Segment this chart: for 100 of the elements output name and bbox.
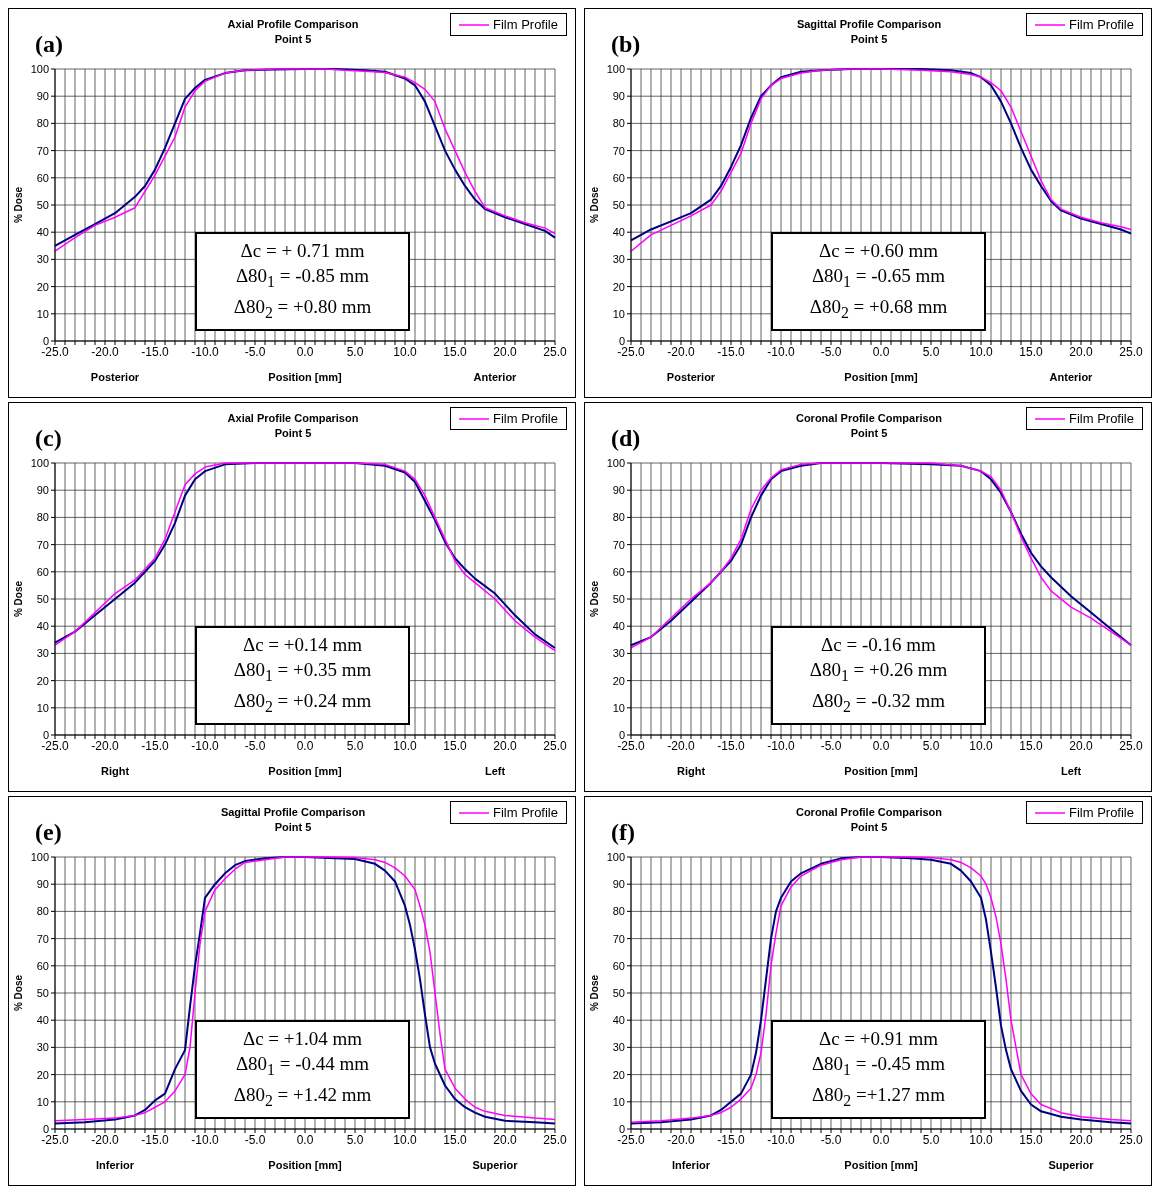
x-tick-label: -5.0 xyxy=(820,344,842,359)
y-tick-label: 100 xyxy=(606,850,625,863)
y-tick-label: 90 xyxy=(612,484,625,497)
x-tick-label: 10.0 xyxy=(393,738,417,753)
x-tick-label: -25.0 xyxy=(41,738,69,753)
x-tick-label: -20.0 xyxy=(667,1132,695,1147)
y-tick-label: 0 xyxy=(618,728,625,741)
x-tick-label: -10.0 xyxy=(191,344,219,359)
y-tick-label: 0 xyxy=(42,334,49,347)
x-tick-label: -10.0 xyxy=(767,738,795,753)
legend-label: Film Profile xyxy=(1068,411,1134,426)
x-tick-label: -5.0 xyxy=(244,344,266,359)
annotation: Δ80$_{2}$ = +0.24 mm xyxy=(232,689,373,717)
y-tick-label: 70 xyxy=(36,144,49,157)
x-tick-label: 15.0 xyxy=(1019,344,1043,359)
legend-label: Film Profile xyxy=(1068,805,1134,820)
y-tick-label: 10 xyxy=(36,307,49,320)
x-tick-label: -25.0 xyxy=(41,1132,69,1147)
y-tick-label: 20 xyxy=(612,280,625,293)
chart-subtitle: Point 5 xyxy=(274,33,312,45)
x-tick-label: -20.0 xyxy=(91,344,119,359)
x-tick-label: -25.0 xyxy=(41,344,69,359)
text-box: Δc = +0.60 mm Δ80$_{1}$ = -0.65 mm Δ80$_{2}$ = +0.68 mm xyxy=(771,232,986,331)
y-tick-label: 40 xyxy=(612,1014,625,1027)
y-tick-label: 70 xyxy=(36,538,49,551)
x-tick-label: 25.0 xyxy=(543,1132,567,1147)
x-tick-label: -20.0 xyxy=(667,344,695,359)
x-tick-label: 15.0 xyxy=(443,1132,467,1147)
y-tick-label: 60 xyxy=(36,565,49,578)
x-tick-label: 10.0 xyxy=(969,344,993,359)
y-tick-label: 0 xyxy=(618,1122,625,1135)
y-tick-label: 60 xyxy=(36,959,49,972)
x-tick-label: 15.0 xyxy=(443,738,467,753)
y-tick-label: 60 xyxy=(612,959,625,972)
text-box: Δc = -0.16 mm Δ80$_{1}$ = +0.26 mm Δ80$_{2}$ = -0.32 mm xyxy=(771,626,986,725)
annotation: Δc = -0.16 mm xyxy=(820,633,937,658)
text: Posterior xyxy=(665,371,717,383)
y-tick-label: 40 xyxy=(612,226,625,239)
text: Inferior xyxy=(95,1159,135,1171)
annotation: Δc = +0.14 mm xyxy=(241,633,364,658)
annotation: Δc = + 0.71 mm xyxy=(239,239,366,264)
x-tick-label: -10.0 xyxy=(191,1132,219,1147)
x-tick-label: 10.0 xyxy=(393,1132,417,1147)
y-tick-label: 40 xyxy=(36,226,49,239)
x-tick-label: -15.0 xyxy=(141,738,169,753)
annotation: Δ80$_{1}$ = -0.85 mm xyxy=(234,264,371,292)
x-tick-label: -25.0 xyxy=(617,738,645,753)
x-tick-label: 5.0 xyxy=(346,738,364,753)
x-tick-label: 0.0 xyxy=(296,1132,314,1147)
y-tick-label: 50 xyxy=(612,198,625,211)
x-tick-label: -5.0 xyxy=(820,738,842,753)
x-tick-label: -5.0 xyxy=(244,1132,266,1147)
y-tick-label: 30 xyxy=(36,253,49,266)
text: Right xyxy=(99,765,131,777)
y-tick-label: 90 xyxy=(612,90,625,103)
text: (e) xyxy=(35,819,62,846)
x-tick-label: 5.0 xyxy=(922,1132,940,1147)
y-axis-title: % Dose xyxy=(588,580,600,618)
text: Right xyxy=(675,765,707,777)
text: Inferior xyxy=(671,1159,711,1171)
x-tick-label: -5.0 xyxy=(244,738,266,753)
y-tick-label: 30 xyxy=(612,1041,625,1054)
y-tick-label: 40 xyxy=(612,620,625,633)
y-tick-label: 10 xyxy=(612,1095,625,1108)
text: (c) xyxy=(35,425,62,452)
chart-title: Sagittal Profile Comparison xyxy=(796,18,942,30)
y-tick-label: 70 xyxy=(612,932,625,945)
y-axis-title: % Dose xyxy=(12,186,24,224)
text: Left xyxy=(1059,765,1083,777)
y-tick-label: 0 xyxy=(618,334,625,347)
y-axis-title: % Dose xyxy=(12,974,24,1012)
text: Superior xyxy=(1047,1159,1095,1171)
y-tick-label: 90 xyxy=(36,484,49,497)
y-tick-label: 10 xyxy=(36,701,49,714)
legend-label: Film Profile xyxy=(492,805,558,820)
text-box: Δc = +0.91 mm Δ80$_{1}$ = -0.45 mm Δ80$_{2}$ =+1.27 mm xyxy=(771,1020,986,1119)
y-tick-label: 50 xyxy=(36,592,49,605)
y-tick-label: 40 xyxy=(36,620,49,633)
y-tick-label: 20 xyxy=(36,1068,49,1081)
y-tick-label: 0 xyxy=(42,728,49,741)
annotation: Δ80$_{1}$ = +0.35 mm xyxy=(232,658,373,686)
text: Anterior xyxy=(1048,371,1094,383)
x-axis-title: Position [mm] xyxy=(268,765,342,777)
y-tick-label: 50 xyxy=(612,592,625,605)
y-tick-label: 50 xyxy=(36,986,49,999)
x-tick-label: 20.0 xyxy=(1069,344,1093,359)
y-tick-label: 80 xyxy=(36,905,49,918)
x-tick-label: 5.0 xyxy=(922,738,940,753)
text-box: Δc = + 0.71 mm Δ80$_{1}$ = -0.85 mm Δ80$_{2}$ = +0.80 mm xyxy=(195,232,410,331)
annotation: Δ80$_{2}$ = +1.42 mm xyxy=(232,1083,373,1111)
y-tick-label: 90 xyxy=(36,90,49,103)
annotation: Δ80$_{2}$ = +0.68 mm xyxy=(808,295,949,323)
y-tick-label: 100 xyxy=(30,456,49,469)
y-tick-label: 70 xyxy=(612,538,625,551)
text: (d) xyxy=(611,425,641,452)
annotation: Δ80$_{1}$ = -0.65 mm xyxy=(810,264,947,292)
x-tick-label: -10.0 xyxy=(767,344,795,359)
x-tick-label: 10.0 xyxy=(969,738,993,753)
x-tick-label: 0.0 xyxy=(872,738,890,753)
x-axis-title: Position [mm] xyxy=(268,1159,342,1171)
